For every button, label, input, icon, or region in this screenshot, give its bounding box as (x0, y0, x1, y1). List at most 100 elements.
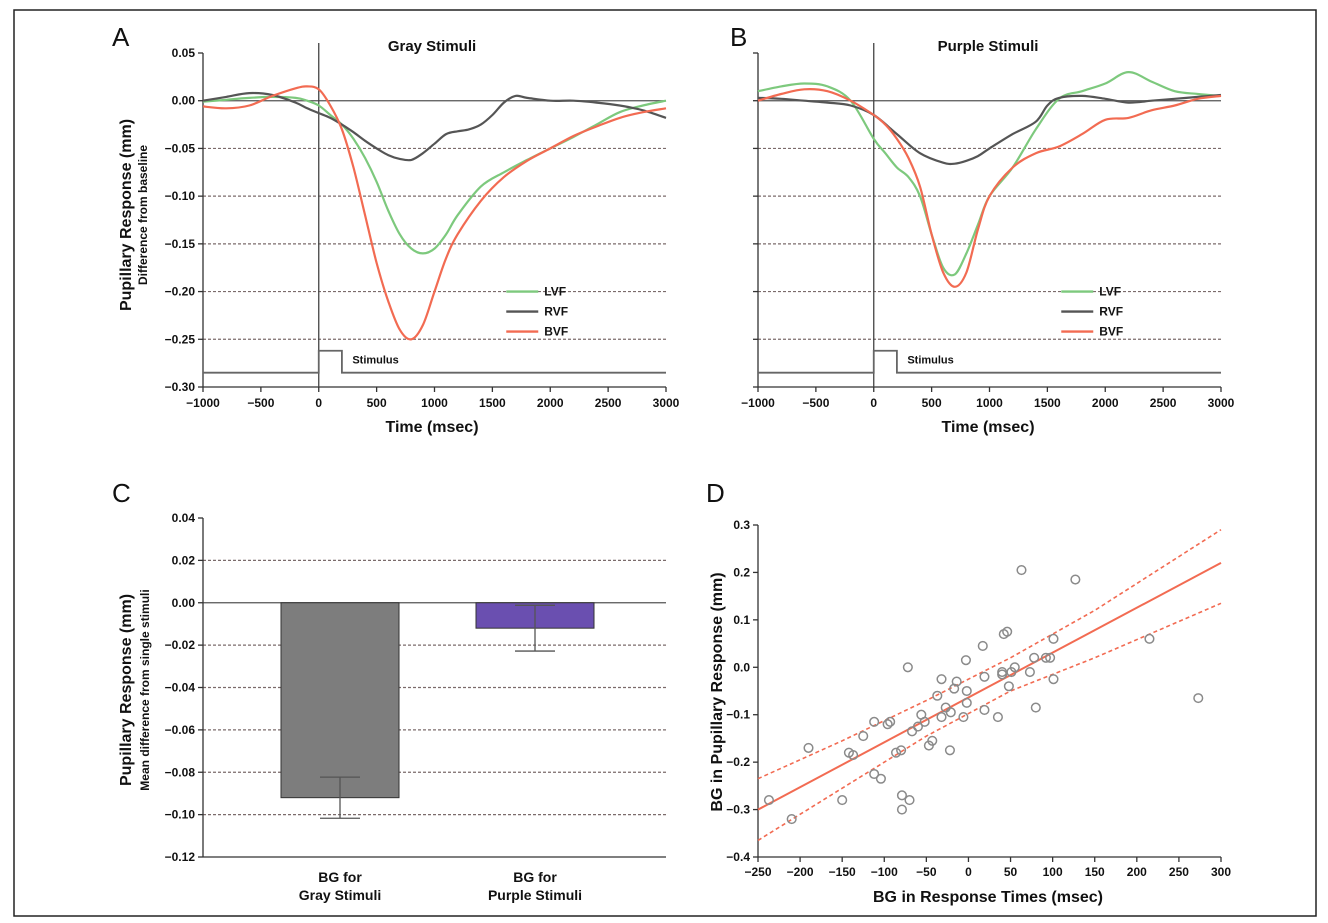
panel-b-line-bvf (757, 88, 1222, 288)
panel-d-point (979, 671, 990, 682)
panel-d-point (927, 735, 938, 746)
panel-a-xtick-label: 1500 (479, 396, 506, 410)
panel-b-xtick-label: 500 (922, 396, 942, 410)
panel-d-point (848, 749, 859, 761)
panel-a-legend-label-rvf: RVF (544, 305, 568, 319)
panel-d-point (896, 804, 908, 815)
panel-a-line-lvf (202, 95, 667, 255)
panel-label-c: C (112, 478, 131, 508)
panel-c-ylabel: Pupillary Response (mm) (118, 594, 135, 786)
panel-d-point (896, 745, 907, 756)
panel-d-ytick-label: 0.0 (733, 660, 750, 674)
panel-d-ytick-label: −0.2 (726, 755, 750, 769)
panel-d-point (1048, 633, 1059, 644)
panel-a-ytick-label: −0.20 (165, 285, 196, 299)
panel-d-point (763, 795, 774, 806)
panel-c-ytick-label: 0.04 (172, 511, 196, 525)
panel-d-point (896, 790, 908, 801)
panel-b-legend-label-lvf: LVF (1099, 285, 1121, 299)
panel-b-line-rvf (757, 93, 1222, 166)
panel-a-ytick-label: −0.30 (165, 380, 196, 394)
panel-d-ytick-label: 0.2 (733, 565, 750, 579)
panel-a-xtick-label: 500 (367, 396, 387, 410)
panel-b-xtick-label: −1000 (741, 396, 775, 410)
figure-border (13, 9, 1317, 917)
panel-d-ytick-label: 0.3 (733, 518, 750, 532)
panel-a-title: Gray Stimuli (388, 38, 476, 55)
panel-d-xtick-label: −50 (916, 865, 937, 879)
panel-a-xtick-label: 0 (315, 396, 322, 410)
panel-d-point (786, 814, 797, 825)
panel-d-point (979, 704, 990, 716)
panel-d-point (902, 662, 913, 673)
panel-a-legend-label-bvf: BVF (544, 325, 568, 339)
panel-d-point (837, 795, 848, 806)
panel-a-stimulus-trace (203, 349, 666, 374)
panel-d-point (882, 719, 893, 730)
panel-b-stimulus-label: Stimulus (907, 355, 953, 367)
panel-d-point (944, 745, 955, 756)
panel-d-point (951, 676, 962, 687)
panel-b-xtick-label: 2500 (1150, 396, 1177, 410)
panel-b-stimulus-trace (758, 349, 1221, 374)
panel-a-ytick-label: −0.05 (165, 141, 196, 155)
panel-d-point (977, 640, 988, 651)
panel-d-point (1024, 666, 1035, 678)
panel-d-xtick-label: 300 (1211, 865, 1231, 879)
panel-a-legend-label-lvf: LVF (544, 285, 566, 299)
panel-a-ytick-label: −0.25 (165, 332, 196, 346)
panel-d-ytick-label: 0.1 (733, 613, 750, 627)
panel-c-ytick-label: −0.08 (165, 765, 196, 779)
panel-c-ytick-label: −0.06 (165, 723, 196, 737)
panel-c-ytick-label: −0.12 (165, 850, 196, 864)
panel-a-xtick-label: 3000 (653, 396, 680, 410)
panel-a-line-bvf (202, 85, 667, 341)
panel-d-point (919, 716, 930, 727)
panel-b-xlabel: Time (msec) (941, 419, 1034, 436)
panel-d-point (803, 742, 814, 753)
panel-d-ytick-label: −0.3 (726, 803, 750, 817)
panel-a-ytick-label: 0.00 (172, 94, 196, 108)
panel-d-point (1030, 702, 1041, 713)
panel-d-point (960, 655, 971, 666)
panel-b-title: Purple Stimuli (938, 38, 1039, 55)
panel-b-xtick-label: 3000 (1208, 396, 1235, 410)
panel-d-point (961, 685, 972, 697)
panel-d-ytick-label: −0.4 (726, 850, 750, 864)
panel-c-category-2-line-2: Purple Stimuli (488, 887, 582, 903)
panel-d-xtick-label: −150 (829, 865, 856, 879)
panel-a-stimulus-label: Stimulus (352, 355, 398, 367)
panel-c-category-1-line-1: BG for (318, 869, 362, 885)
panel-b-plot: −1000 −500 0 500 1000 1500 2000 2500 3000 Stimulu… (741, 43, 1235, 410)
panel-c-ytick-label: 0.00 (172, 596, 196, 610)
panel-d-point (912, 721, 923, 732)
panel-d-ytick-label: −0.1 (726, 708, 750, 722)
panel-b-xtick-label: 0 (870, 396, 877, 410)
panel-a-xlabel: Time (msec) (385, 419, 478, 436)
panel-a-ytick-label: −0.15 (165, 237, 196, 251)
panel-d-point (1144, 633, 1155, 644)
panel-a-ylabel-sub: Difference from baseline (136, 145, 150, 285)
panel-a-xtick-label: −500 (247, 396, 274, 410)
panel-c-bar-1 (280, 602, 400, 799)
panel-d-point (875, 773, 886, 784)
panel-b-xtick-label: 1000 (976, 396, 1003, 410)
panel-a-plot: −0.30 −0.25 −0.20 −0.15 −0.10 −0.05 0.00 0.05 −1… (165, 43, 680, 410)
panel-b-legend-label-rvf: RVF (1099, 305, 1123, 319)
panel-b-xtick-label: −500 (802, 396, 829, 410)
panel-d-point (891, 747, 902, 758)
panel-a-ytick-label: 0.05 (172, 46, 196, 60)
panel-d-point (936, 712, 947, 723)
panel-d-point (1193, 693, 1204, 704)
panel-a-xtick-label: 2000 (537, 396, 564, 410)
panel-a-ylabel: Pupillary Response (mm) (118, 119, 135, 311)
panel-d-point (1003, 681, 1014, 692)
panel-label-b: B (730, 22, 747, 52)
panel-d-point (869, 768, 880, 780)
panel-d-point (932, 690, 943, 701)
panel-d-point (869, 716, 880, 727)
panel-d-point (1070, 574, 1081, 585)
panel-d-point (1045, 652, 1056, 663)
panel-b-legend-label-bvf: BVF (1099, 325, 1123, 339)
